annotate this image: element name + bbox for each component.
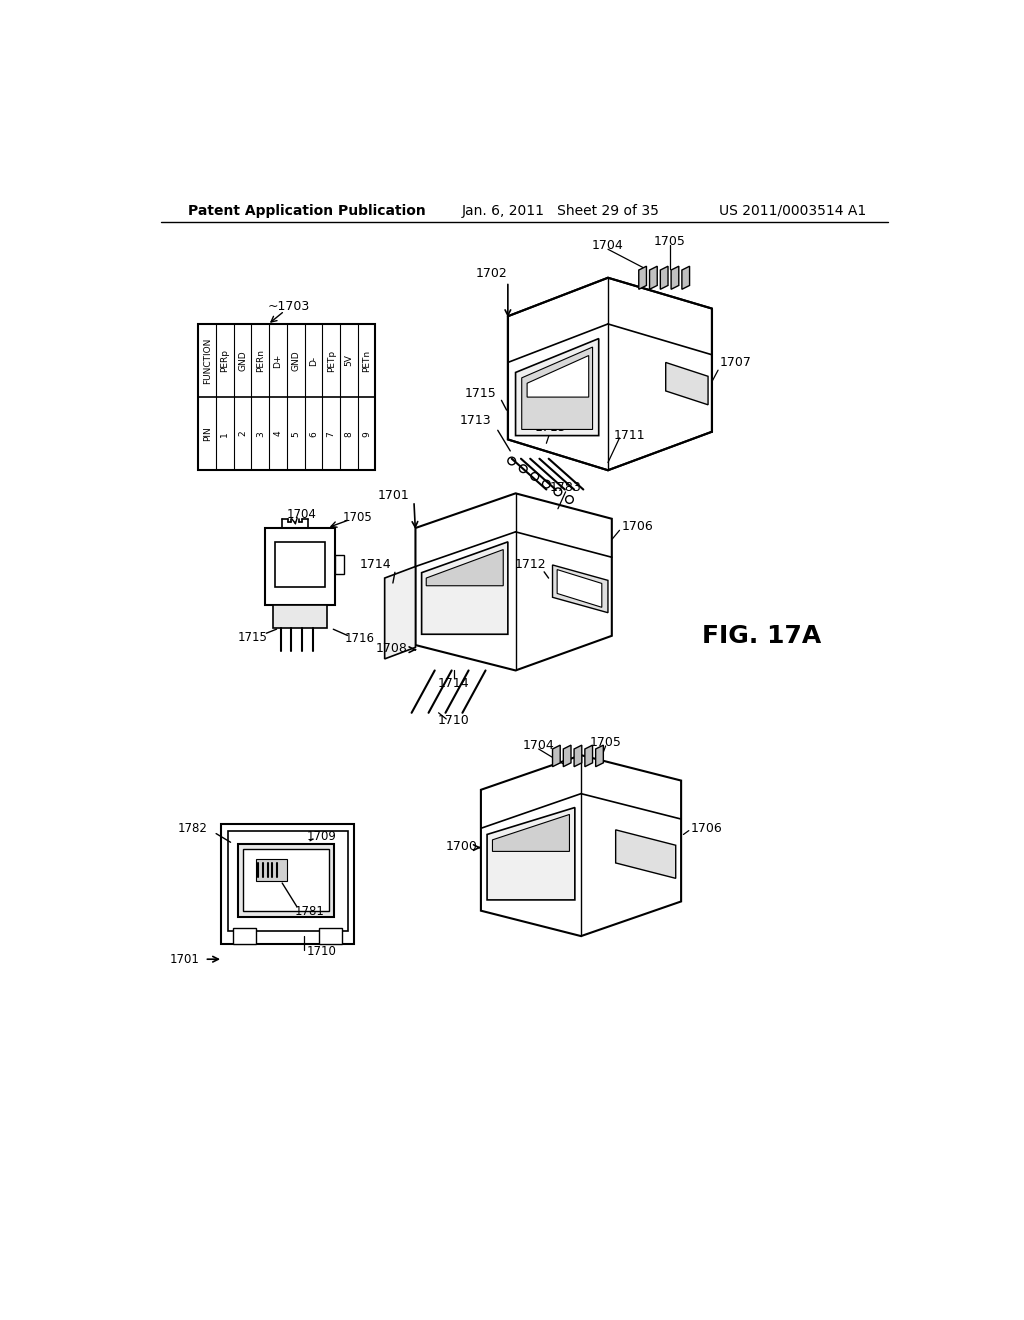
Polygon shape [515,339,599,436]
Bar [256,859,287,880]
Polygon shape [574,744,582,767]
Text: 6: 6 [309,430,317,437]
Text: 1715: 1715 [535,421,566,434]
Text: 1714: 1714 [438,677,470,690]
Polygon shape [521,347,593,429]
Text: 1701: 1701 [378,490,410,502]
Text: 1715: 1715 [238,631,267,644]
Text: Patent Application Publication: Patent Application Publication [188,203,426,218]
Polygon shape [422,543,508,635]
Polygon shape [385,566,416,659]
Text: 1714: 1714 [359,557,391,570]
Polygon shape [481,755,681,936]
Text: 1713: 1713 [460,413,490,426]
Polygon shape [671,267,679,289]
Text: PIN: PIN [203,426,212,441]
Polygon shape [493,814,569,851]
Text: D-: D- [309,355,317,366]
Polygon shape [553,565,608,612]
Polygon shape [660,267,668,289]
Text: 1704: 1704 [523,739,555,751]
Bar [239,843,334,917]
Text: GND: GND [239,350,247,371]
Bar [227,830,348,931]
Polygon shape [487,808,574,900]
Text: FUNCTION: FUNCTION [203,338,212,384]
Text: 5: 5 [291,430,300,437]
Polygon shape [596,744,603,767]
Text: 1709: 1709 [306,829,337,842]
Bar [273,605,327,628]
Text: 1705: 1705 [653,235,685,248]
Bar [243,849,330,911]
Text: 4: 4 [273,430,283,437]
Text: FIG. 17A: FIG. 17A [702,624,821,648]
Text: 1710: 1710 [306,945,337,958]
Text: 1708: 1708 [376,642,408,655]
Text: 8: 8 [344,430,353,437]
Text: 1706: 1706 [622,520,653,533]
Text: ~1703: ~1703 [267,300,309,313]
Text: 1716: 1716 [344,632,374,645]
Bar [335,554,344,574]
Bar [265,528,335,605]
Text: 1705: 1705 [343,511,373,524]
Text: 1706: 1706 [691,822,723,834]
Text: 1783: 1783 [550,482,582,495]
Bar [221,825,354,944]
Text: 3: 3 [256,430,265,437]
Polygon shape [527,355,589,397]
Polygon shape [416,494,611,671]
Text: 1782: 1782 [178,822,208,834]
Text: US 2011/0003514 A1: US 2011/0003514 A1 [719,203,866,218]
Polygon shape [666,363,708,405]
Text: 5V: 5V [344,355,353,367]
Text: 1702: 1702 [476,268,508,280]
Text: PERn: PERn [256,348,265,372]
Text: 1711: 1711 [613,429,645,442]
Polygon shape [649,267,657,289]
Text: D+: D+ [273,354,283,368]
Bar [319,928,342,944]
Text: 1707: 1707 [720,356,752,370]
Text: 2: 2 [239,430,247,437]
Polygon shape [563,744,571,767]
Bar [233,928,256,944]
Text: 9: 9 [362,430,371,437]
Polygon shape [553,744,560,767]
Polygon shape [426,549,503,586]
Polygon shape [557,570,602,607]
Polygon shape [508,277,712,470]
Text: 1704: 1704 [592,239,624,252]
Polygon shape [615,830,676,878]
Bar [199,323,376,470]
Text: 1: 1 [220,430,229,437]
Text: 1781: 1781 [295,906,325,917]
Text: 1710: 1710 [438,714,470,727]
Text: Jan. 6, 2011   Sheet 29 of 35: Jan. 6, 2011 Sheet 29 of 35 [462,203,659,218]
Text: 1712: 1712 [515,557,547,570]
Text: 1705: 1705 [590,735,622,748]
Text: PETp: PETp [327,350,336,372]
Text: GND: GND [291,350,300,371]
Text: 1701: 1701 [170,953,200,966]
Polygon shape [682,267,689,289]
Text: 1715: 1715 [465,387,497,400]
Bar [274,541,326,586]
Bar [388,590,413,624]
Text: PETn: PETn [362,350,371,372]
Text: 7: 7 [327,430,336,437]
Text: PERp: PERp [220,348,229,372]
Polygon shape [585,744,593,767]
Text: 1700: 1700 [445,840,477,853]
Text: 1704: 1704 [287,508,316,521]
Polygon shape [639,267,646,289]
